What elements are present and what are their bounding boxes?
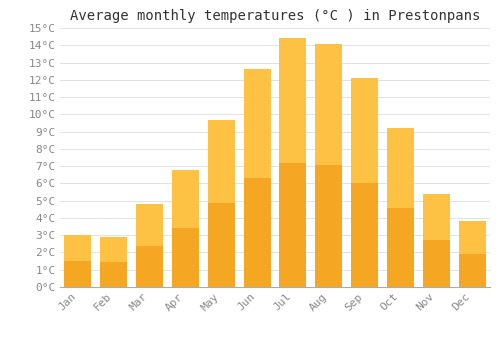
Bar xyxy=(316,43,342,287)
Bar xyxy=(316,43,342,165)
Bar xyxy=(458,222,485,287)
Bar xyxy=(280,38,306,287)
Bar xyxy=(280,38,306,163)
Bar xyxy=(244,69,270,178)
Bar xyxy=(136,204,163,287)
Bar xyxy=(458,222,485,254)
Bar xyxy=(64,235,92,261)
Bar xyxy=(100,237,127,287)
Bar xyxy=(351,78,378,183)
Bar xyxy=(64,235,92,287)
Bar xyxy=(208,119,234,287)
Bar xyxy=(100,237,127,262)
Title: Average monthly temperatures (°C ) in Prestonpans: Average monthly temperatures (°C ) in Pr… xyxy=(70,9,480,23)
Bar xyxy=(387,128,414,287)
Bar xyxy=(351,78,378,287)
Bar xyxy=(423,194,450,240)
Bar xyxy=(136,204,163,246)
Bar xyxy=(387,128,414,208)
Bar xyxy=(208,119,234,203)
Bar xyxy=(172,170,199,287)
Bar xyxy=(423,194,450,287)
Bar xyxy=(244,69,270,287)
Bar xyxy=(172,170,199,228)
